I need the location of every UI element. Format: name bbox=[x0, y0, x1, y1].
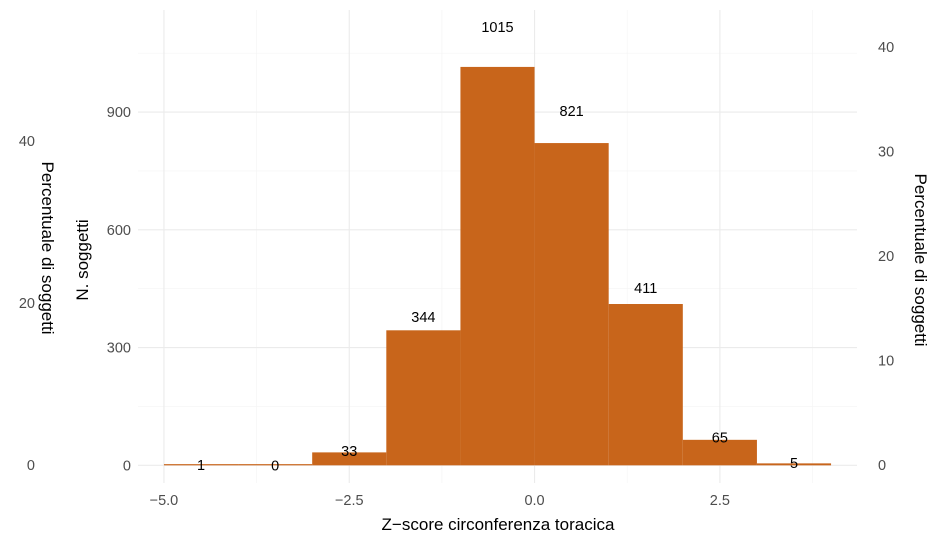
far-left-axis-ticks: 0 20 40 bbox=[19, 134, 35, 474]
far-left-axis-tick-label: 0 bbox=[27, 458, 35, 474]
bar-value-label: 65 bbox=[712, 430, 728, 446]
bar-value-label: 0 bbox=[271, 458, 279, 474]
y-axis-title: N. soggetti bbox=[73, 219, 92, 300]
histogram-bar bbox=[756, 463, 832, 466]
bar-value-label: 411 bbox=[634, 281, 657, 297]
y-tick-label: 0 bbox=[123, 458, 131, 474]
x-tick-label: 0.0 bbox=[524, 493, 544, 509]
histogram-bar bbox=[163, 464, 239, 466]
bar-value-label: 33 bbox=[341, 444, 357, 460]
bar-value-label: 5 bbox=[790, 456, 798, 472]
y-axis-ticks: 0 300 600 900 bbox=[107, 105, 131, 474]
right-axis-tick-label: 10 bbox=[878, 354, 894, 370]
bars bbox=[163, 66, 832, 466]
right-axis-tick-label: 20 bbox=[878, 249, 894, 265]
bar-value-label: 1 bbox=[197, 458, 205, 474]
histogram-bar bbox=[238, 464, 313, 466]
histogram-bar bbox=[312, 452, 387, 466]
x-tick-label: −5.0 bbox=[150, 493, 179, 509]
far-left-axis-tick-label: 20 bbox=[19, 296, 35, 312]
histogram-bar bbox=[608, 304, 683, 466]
x-axis-ticks: −5.0 −2.5 0.0 2.5 bbox=[150, 493, 730, 509]
histogram-bar bbox=[534, 143, 609, 466]
right-axis-tick-label: 40 bbox=[878, 40, 894, 56]
y-tick-label: 300 bbox=[107, 341, 131, 357]
x-tick-label: 2.5 bbox=[710, 493, 730, 509]
right-axis-tick-label: 30 bbox=[878, 145, 894, 161]
bar-value-label: 1015 bbox=[481, 20, 513, 36]
histogram-bar bbox=[386, 330, 461, 466]
right-axis-title: Percentuale di soggetti bbox=[911, 174, 930, 347]
histogram-bar bbox=[682, 439, 757, 466]
far-left-axis-title: Percentuale di soggetti bbox=[38, 162, 57, 335]
right-axis-ticks: 0 10 20 30 40 bbox=[878, 40, 894, 474]
bar-value-label: 821 bbox=[560, 104, 584, 120]
x-tick-label: −2.5 bbox=[335, 493, 364, 509]
histogram-bar bbox=[460, 66, 535, 466]
x-axis-title: Z−score circonferenza toracica bbox=[382, 515, 615, 534]
right-axis-tick-label: 0 bbox=[878, 458, 886, 474]
y-tick-label: 600 bbox=[107, 223, 131, 239]
bar-value-label: 344 bbox=[411, 310, 435, 326]
bar-labels: 1 0 33 344 1015 821 411 65 5 bbox=[197, 20, 798, 474]
far-left-axis-tick-label: 40 bbox=[19, 134, 35, 150]
y-tick-label: 900 bbox=[107, 105, 131, 121]
